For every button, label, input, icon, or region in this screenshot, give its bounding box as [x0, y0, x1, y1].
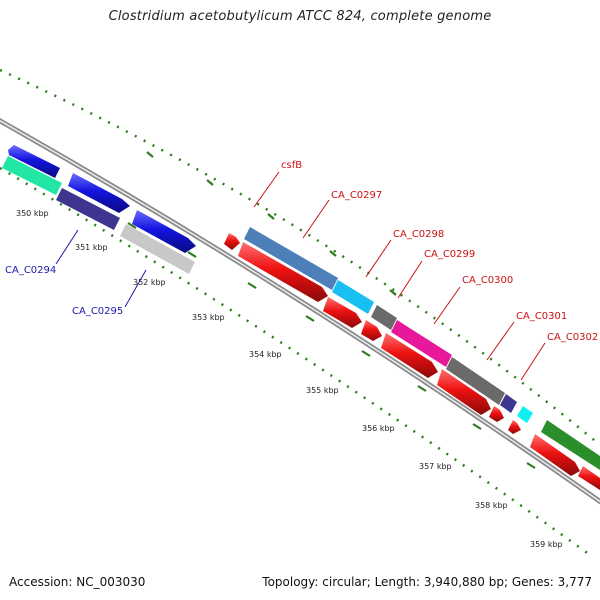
- cds-feature: [578, 466, 600, 490]
- cds-feature: [361, 320, 382, 341]
- cds-feature: [224, 233, 240, 250]
- gene-feature: [541, 420, 600, 470]
- gene-feature: [391, 320, 452, 367]
- gene-feature: [500, 394, 517, 413]
- cds-feature: [323, 297, 362, 328]
- tick-label: 353 kbp: [192, 313, 225, 322]
- gene-feature: [446, 357, 505, 405]
- tick-label: 355 kbp: [306, 386, 339, 395]
- dotted-track-inner: [0, 166, 591, 557]
- tick-label: 350 kbp: [16, 209, 49, 218]
- genome-title: Clostridium acetobutylicum ATCC 824, com…: [108, 9, 492, 24]
- cds-feature: [489, 406, 504, 422]
- gene-label-ca-c0295: CA_C0295: [72, 306, 123, 317]
- length-label: Length:: [374, 575, 421, 589]
- genes-label: Genes:: [511, 575, 554, 589]
- gene-label-ca-c0301: CA_C0301: [516, 311, 567, 322]
- gene-feature: [332, 280, 374, 314]
- gene-feature: [2, 156, 62, 195]
- gene-label-ca-c0297: CA_C0297: [331, 190, 382, 201]
- backbone: [0, 117, 600, 505]
- gene-feature: [120, 224, 195, 274]
- cds-feature: [381, 333, 438, 378]
- topology-value: circular: [322, 575, 367, 589]
- tick-label: 354 kbp: [249, 350, 282, 359]
- tick-label: 352 kbp: [133, 278, 166, 287]
- tick-label: 358 kbp: [475, 501, 508, 510]
- tick-labels: 350 kbp 351 kbp 352 kbp 353 kbp 354 kbp …: [16, 209, 563, 549]
- accession-label: Accession:: [9, 575, 73, 589]
- gene-labels: CA_C0294 CA_C0295 csfB CA_C0297 CA_C0298…: [5, 160, 598, 343]
- cds-feature: [530, 434, 580, 476]
- gene-label-csfb: csfB: [281, 160, 302, 171]
- tick-label: 351 kbp: [75, 243, 108, 252]
- tick-label: 357 kbp: [419, 462, 452, 471]
- length-value: 3,940,880 bp: [423, 575, 504, 589]
- gene-feature: [244, 227, 338, 290]
- genes-value: 3,777: [557, 575, 592, 589]
- gene-label-ca-c0294: CA_C0294: [5, 265, 56, 276]
- gene-feature: [56, 188, 120, 230]
- gene-label-ca-c0302: CA_C0302: [547, 332, 598, 343]
- cds-feature: [68, 173, 130, 213]
- gene-feature: [371, 305, 397, 330]
- gene-track-left: [2, 156, 195, 274]
- cds-feature: [238, 242, 328, 302]
- genome-stats: Topology: circular; Length: 3,940,880 bp…: [262, 575, 592, 589]
- gene-track-right: [244, 227, 600, 470]
- gene-label-ca-c0300: CA_C0300: [462, 275, 513, 286]
- cds-feature: [132, 210, 196, 253]
- gene-label-ca-c0299: CA_C0299: [424, 249, 475, 260]
- callout-lines: [55, 171, 546, 381]
- gene-feature: [517, 406, 533, 423]
- cds-track-red: [224, 233, 600, 490]
- cds-track-blue: [8, 145, 196, 253]
- accession-info: Accession: NC_003030: [9, 575, 145, 589]
- accession-value: NC_003030: [76, 575, 146, 589]
- gene-label-ca-c0298: CA_C0298: [393, 229, 444, 240]
- cds-feature: [437, 369, 491, 415]
- tick-label: 359 kbp: [530, 540, 563, 549]
- cds-feature: [508, 420, 521, 434]
- tick-label: 356 kbp: [362, 424, 395, 433]
- topology-label: Topology:: [262, 575, 319, 589]
- cds-feature: [8, 145, 60, 178]
